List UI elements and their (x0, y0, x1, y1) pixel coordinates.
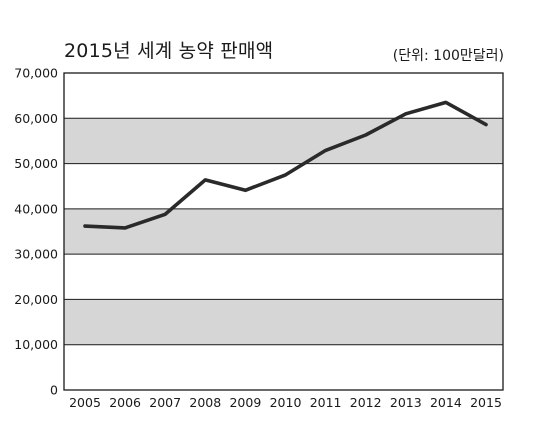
x-tick-label: 2015 (470, 395, 502, 410)
y-tick-label: 70,000 (14, 66, 58, 81)
x-tick-layer: 2005 2006 2007 2008 2009 2010 2011 2012 2013 2014… (69, 395, 502, 410)
grid-band (64, 299, 503, 345)
y-tick-label: 30,000 (14, 247, 58, 262)
x-tick-label: 2012 (350, 395, 382, 410)
x-tick-label: 2006 (109, 395, 141, 410)
x-tick-label: 2007 (149, 395, 181, 410)
x-tick-label: 2008 (189, 395, 221, 410)
x-tick-label: 2010 (270, 395, 302, 410)
grid-band (64, 118, 503, 164)
x-tick-label: 2013 (390, 395, 422, 410)
series-line (83, 100, 488, 230)
x-tick-label: 2011 (310, 395, 342, 410)
y-tick-label: 20,000 (14, 292, 58, 307)
y-tick-label: 40,000 (14, 201, 58, 216)
x-tick-label: 2009 (229, 395, 261, 410)
chart-unit-label: (단위: 100만달러) (392, 48, 504, 64)
y-tick-label: 10,000 (14, 337, 58, 352)
y-tick-label: 0 (50, 383, 58, 398)
plot-frame (63, 72, 504, 391)
grid-band (64, 208, 503, 255)
y-tick-label: 60,000 (14, 111, 58, 126)
chart-title: 2015년 세계 농약 판매액 (64, 40, 274, 62)
x-tick-label: 2014 (430, 395, 462, 410)
band-layer (64, 118, 503, 345)
x-tick-label: 2005 (69, 395, 101, 410)
y-tick-label: 50,000 (14, 156, 58, 171)
y-tick-layer: 0 10,000 20,000 30,000 40,000 50,000 60,000 70,… (14, 66, 58, 398)
